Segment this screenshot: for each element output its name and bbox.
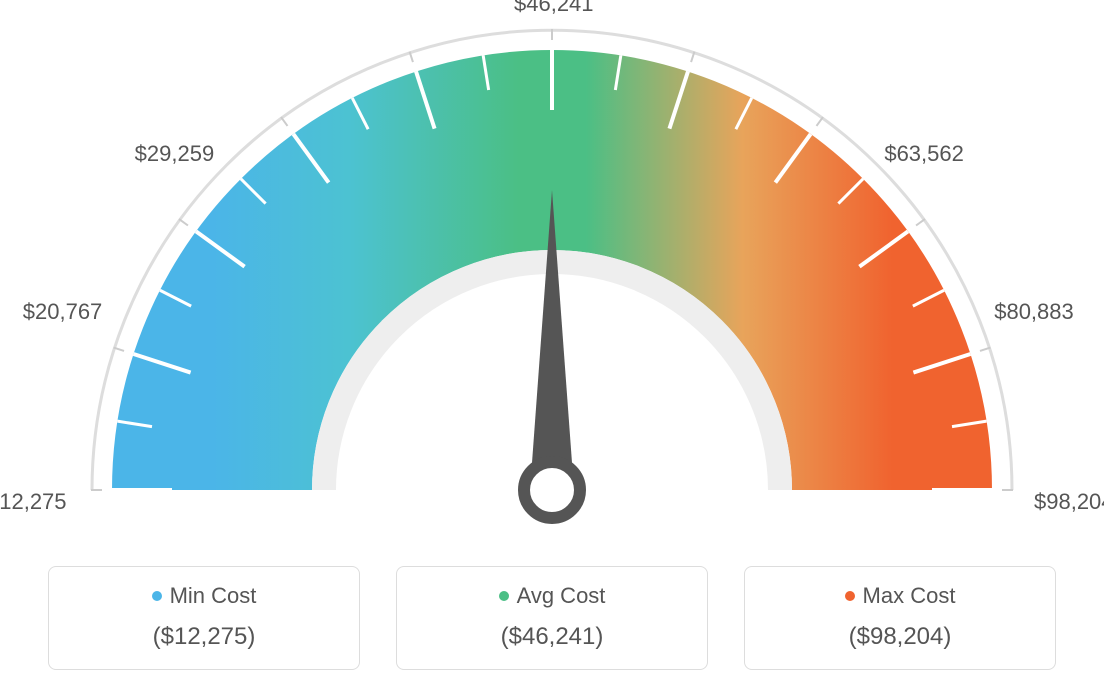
legend-card: Min Cost ($12,275) [48,566,360,670]
legend-row: Min Cost ($12,275) Avg Cost ($46,241) Max Co… [0,566,1104,670]
legend-dot-icon [845,591,855,601]
legend-title: Max Cost [845,583,956,609]
track-tick [281,117,287,126]
cost-gauge-chart: $12,275 $20,767 $29,259 $46,241 $63,562 $80,8… [0,0,1104,690]
gauge-hub [524,462,580,518]
track-tick [817,117,823,126]
legend-title: Avg Cost [499,583,606,609]
legend-value: ($12,275) [49,623,359,651]
gauge-svg [0,0,1104,540]
track-tick [179,219,188,225]
legend-title: Min Cost [152,583,257,609]
gauge-tick-label: $12,275 [0,489,67,515]
track-tick [916,219,925,225]
legend-card: Max Cost ($98,204) [744,566,1056,670]
legend-card: Avg Cost ($46,241) [396,566,708,670]
gauge-tick-label: $20,767 [23,299,103,325]
legend-dot-icon [152,591,162,601]
gauge-tick-label: $63,562 [884,141,964,167]
gauge-tick-label: $80,883 [994,299,1074,325]
legend-title-text: Avg Cost [517,583,606,609]
legend-value: ($46,241) [397,623,707,651]
legend-value: ($98,204) [745,623,1055,651]
legend-title-text: Min Cost [170,583,257,609]
gauge-tick-label: $29,259 [135,141,215,167]
gauge-tick-label: $98,204 [1034,489,1104,515]
gauge-tick-label: $46,241 [514,0,594,17]
legend-title-text: Max Cost [863,583,956,609]
legend-dot-icon [499,591,509,601]
